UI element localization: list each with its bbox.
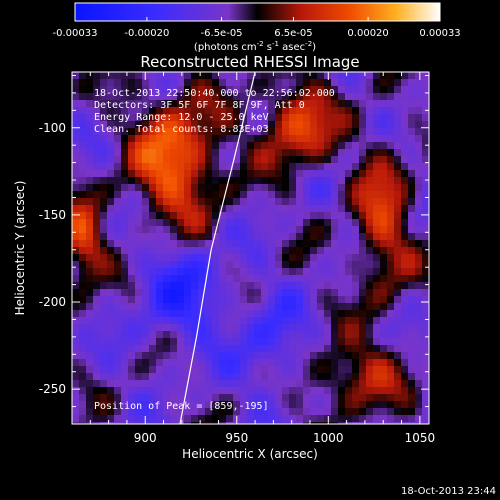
y-tick-label: -250: [39, 382, 66, 396]
solar-limb-line: [179, 72, 256, 424]
footer-timestamp: 18-Oct-2013 23:44: [401, 486, 496, 497]
peak-position-label: Position of Peak = [859,-195]: [94, 401, 269, 412]
annotation-energy: Energy Range: 12.0 - 25.0 keV: [94, 112, 269, 123]
colorbar-tick-label: 0.00033: [419, 28, 460, 39]
x-tick-label: 1050: [405, 431, 436, 445]
x-tick-label: 900: [134, 431, 157, 445]
colorbar-tick-label: 0.00020: [347, 28, 388, 39]
colorbar-tick-label: -0.00033: [53, 28, 98, 39]
heatmap-image: [72, 72, 429, 424]
y-tick-label: -150: [39, 208, 66, 222]
colorbar-ticks: -0.00033 -0.00020 -6.5e-05 6.5e-05 0.00020 0.…: [53, 17, 461, 39]
colorbar-tick-label: 6.5e-05: [274, 28, 312, 39]
x-tick-label: 950: [225, 431, 248, 445]
info-annotations: 18-Oct-2013 22:50:40.000 to 22:56:02.000…: [94, 88, 335, 135]
colorbar-units: (photons cm-2 s-1 asec-2): [194, 40, 316, 53]
y-axis-label: Heliocentric Y (arcsec): [13, 181, 27, 316]
annotation-detectors: Detectors: 3F 5F 6F 7F 8F 9F, Att 0: [94, 100, 305, 111]
axes: 900 950 1000 1050 -100 -150 -200 -250: [39, 72, 435, 445]
annotation-counts: Clean. Total counts: 8.83E+03: [94, 124, 269, 135]
colorbar-tick-label: -6.5e-05: [201, 28, 243, 39]
y-tick-label: -100: [39, 121, 66, 135]
chart-title: Reconstructed RHESSI Image: [140, 53, 359, 71]
x-tick-label: 1000: [313, 431, 344, 445]
plot-frame: [71, 71, 430, 425]
colorbar-tick-label: -0.00020: [124, 28, 169, 39]
colorbar: [74, 2, 441, 22]
x-axis-label: Heliocentric X (arcsec): [182, 447, 318, 461]
annotation-time: 18-Oct-2013 22:50:40.000 to 22:56:02.000: [94, 88, 335, 99]
y-tick-label: -200: [39, 295, 66, 309]
